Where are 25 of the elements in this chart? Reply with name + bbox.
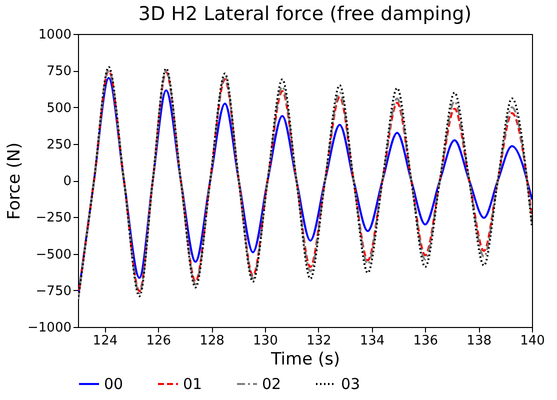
x-tick-label: 126 xyxy=(146,334,172,348)
y-tick-label: −1000 xyxy=(28,320,72,336)
y-tick-label: −500 xyxy=(36,247,72,262)
y-tick-label: 250 xyxy=(46,137,72,152)
y-tick-label: 500 xyxy=(46,100,72,116)
y-tick-label: −250 xyxy=(36,210,72,226)
x-tick-label: 138 xyxy=(466,334,492,348)
chart-title: 3D H2 Lateral force (free damping) xyxy=(138,3,472,25)
x-tick-label: 140 xyxy=(520,334,545,348)
y-tick-label: −750 xyxy=(36,284,72,299)
x-tick-label: 136 xyxy=(413,334,438,348)
y-tick-label: 0 xyxy=(63,174,72,189)
legend-label: 00 xyxy=(104,375,124,393)
legend-label: 02 xyxy=(262,375,282,393)
y-tick-label: 750 xyxy=(46,64,72,80)
x-tick-label: 128 xyxy=(200,334,224,348)
y-tick-label: 1000 xyxy=(38,28,72,42)
x-tick-label: 130 xyxy=(253,334,278,348)
x-tick-label: 124 xyxy=(92,334,118,348)
legend-label: 03 xyxy=(341,375,360,393)
x-tick-label: 134 xyxy=(360,334,385,348)
x-axis-title: Time (s) xyxy=(270,350,340,370)
x-tick-label: 132 xyxy=(306,334,332,348)
legend-label: 01 xyxy=(183,375,202,393)
y-axis-title: Force (N) xyxy=(4,142,25,220)
